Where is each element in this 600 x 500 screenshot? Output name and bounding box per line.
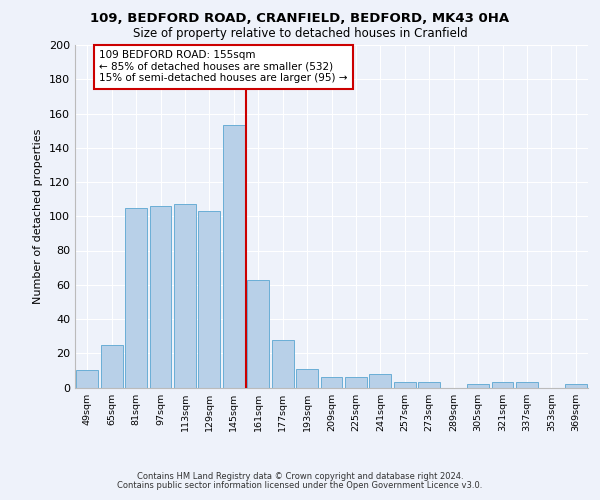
Bar (247, 280, 269, 388)
Bar (418, 382, 440, 388)
Bar (125, 208, 147, 388)
Text: 109, BEDFORD ROAD, CRANFIELD, BEDFORD, MK43 0HA: 109, BEDFORD ROAD, CRANFIELD, BEDFORD, M… (91, 12, 509, 26)
Bar (296, 368, 318, 388)
Bar (516, 382, 538, 388)
Bar (320, 377, 343, 388)
Bar (272, 340, 293, 388)
Bar (174, 204, 196, 388)
Bar (394, 382, 416, 388)
Bar (101, 344, 122, 388)
Text: Size of property relative to detached houses in Cranfield: Size of property relative to detached ho… (133, 28, 467, 40)
Y-axis label: Number of detached properties: Number of detached properties (34, 128, 43, 304)
Bar (370, 374, 391, 388)
Bar (149, 206, 172, 388)
Bar (76, 370, 98, 388)
Bar (345, 377, 367, 388)
Text: Contains HM Land Registry data © Crown copyright and database right 2024.: Contains HM Land Registry data © Crown c… (137, 472, 463, 481)
Bar (467, 384, 489, 388)
Bar (565, 384, 587, 388)
Bar (199, 211, 220, 388)
Bar (223, 126, 245, 388)
Bar (491, 382, 514, 388)
Text: 109 BEDFORD ROAD: 155sqm
← 85% of detached houses are smaller (532)
15% of semi-: 109 BEDFORD ROAD: 155sqm ← 85% of detach… (100, 50, 348, 84)
Text: Contains public sector information licensed under the Open Government Licence v3: Contains public sector information licen… (118, 481, 482, 490)
